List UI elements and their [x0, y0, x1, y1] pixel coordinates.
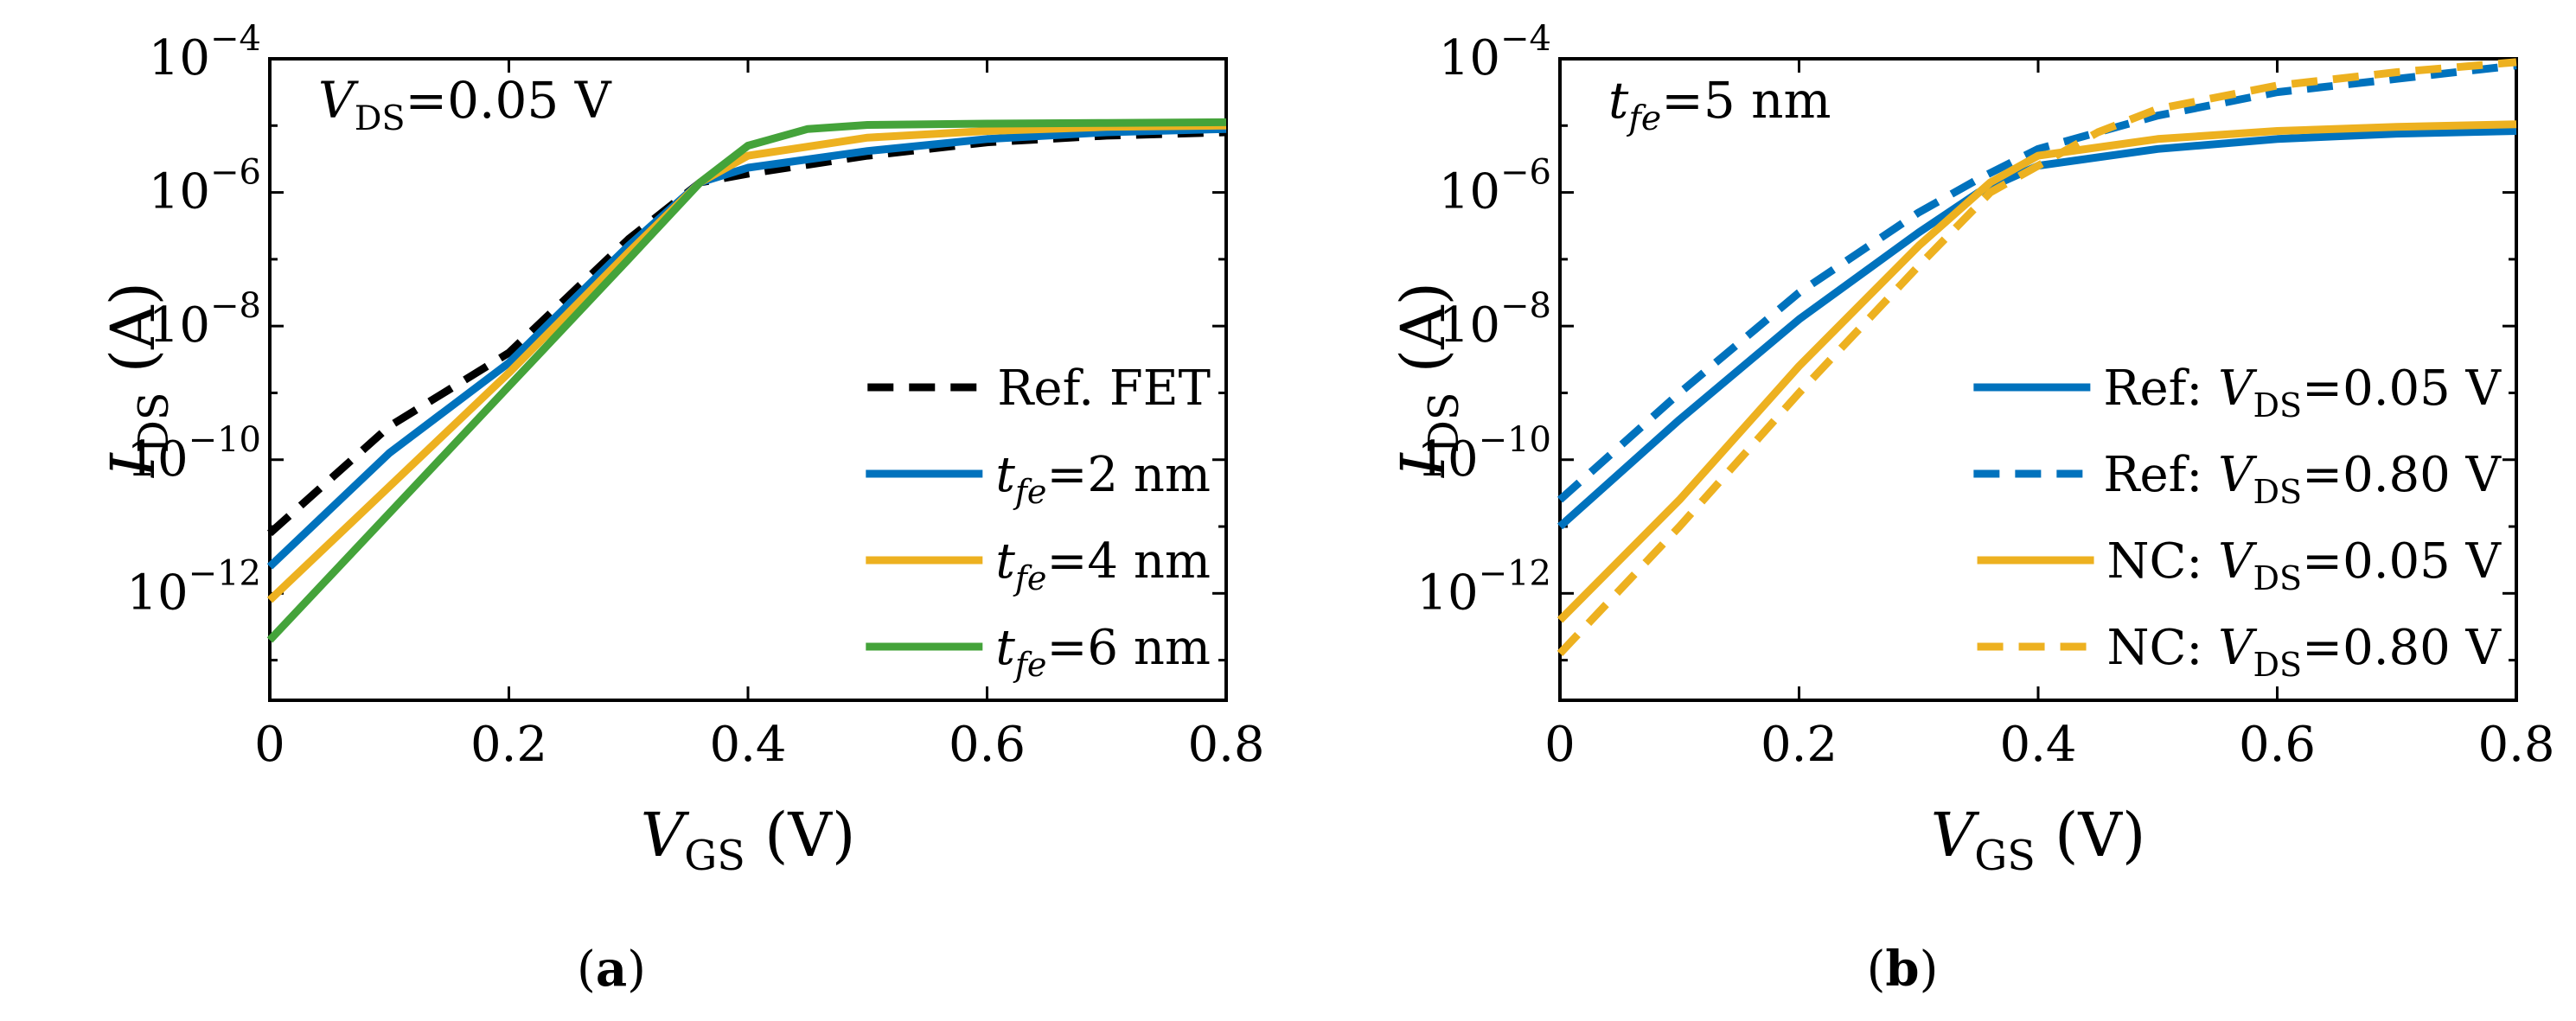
x-tick-label: 0.8	[2477, 717, 2554, 773]
series-line-4	[266, 118, 1227, 643]
x-tick-label: 0.8	[1187, 717, 1264, 773]
y-tick-label: 10−6	[149, 153, 261, 220]
y-tick-label: 10−12	[1416, 553, 1551, 621]
panel-label: (a)	[577, 941, 646, 998]
chart-panel-b: 0 0.2 0.4 0.6 0.8 10−12 10−10 10−8 10−6 10−4 tfe=5…	[1388, 19, 2555, 998]
x-tick-label: 0.6	[2239, 717, 2316, 773]
y-tick-label: 10−10	[1416, 420, 1551, 488]
x-tick-label: 0.4	[1999, 717, 2076, 773]
series-line-2	[266, 124, 1227, 570]
legend-label-3: NC: VDS=0.05 V	[2107, 533, 2502, 597]
series-line-2	[1557, 61, 2517, 503]
panel-label: (b)	[1867, 941, 1939, 998]
y-axis-title: IDS (A)	[98, 282, 178, 479]
x-axis-title: VGS (V)	[1931, 800, 2146, 880]
series-line-4	[1556, 58, 2517, 656]
legend-label-1: Ref: VDS=0.05 V	[2103, 361, 2502, 424]
legend-label-1: Ref. FET	[997, 361, 1211, 417]
legend-label-4: tfe=6 nm	[995, 620, 1211, 684]
y-tick-label: 10−10	[126, 420, 261, 488]
x-tick-label: 0	[254, 717, 285, 773]
x-axis-title: VGS (V)	[641, 800, 856, 880]
legend-label-4: NC: VDS=0.80 V	[2107, 620, 2502, 684]
x-tick-label: 0	[1544, 717, 1576, 773]
y-tick-label: 10−8	[1439, 286, 1551, 354]
y-tick-label: 10−8	[149, 286, 261, 354]
y-tick-label: 10−4	[149, 19, 261, 86]
chart-panel-a: 0 0.2 0.4 0.6 0.8 10−12 10−10 10−8 10−6 10−4 VDS=0…	[98, 19, 1265, 998]
series-line-1	[1557, 127, 2517, 530]
legend-label-3: tfe=4 nm	[995, 533, 1211, 597]
series-line-3	[266, 121, 1227, 603]
panel-annotation: tfe=5 nm	[1608, 71, 1831, 138]
y-tick-label: 10−4	[1439, 19, 1551, 86]
legend-label-2: Ref: VDS=0.80 V	[2103, 447, 2502, 511]
legend-label-2: tfe=2 nm	[995, 447, 1211, 511]
panel-annotation: VDS=0.05 V	[318, 71, 612, 138]
series-line-3	[1556, 120, 2517, 623]
x-tick-label: 0.2	[1761, 717, 1838, 773]
y-tick-label: 10−6	[1439, 153, 1551, 220]
x-tick-label: 0.2	[470, 717, 547, 773]
x-tick-label: 0.4	[709, 717, 786, 773]
y-tick-label: 10−12	[126, 553, 261, 621]
x-tick-label: 0.6	[949, 717, 1026, 773]
y-axis-title: IDS (A)	[1388, 282, 1468, 479]
